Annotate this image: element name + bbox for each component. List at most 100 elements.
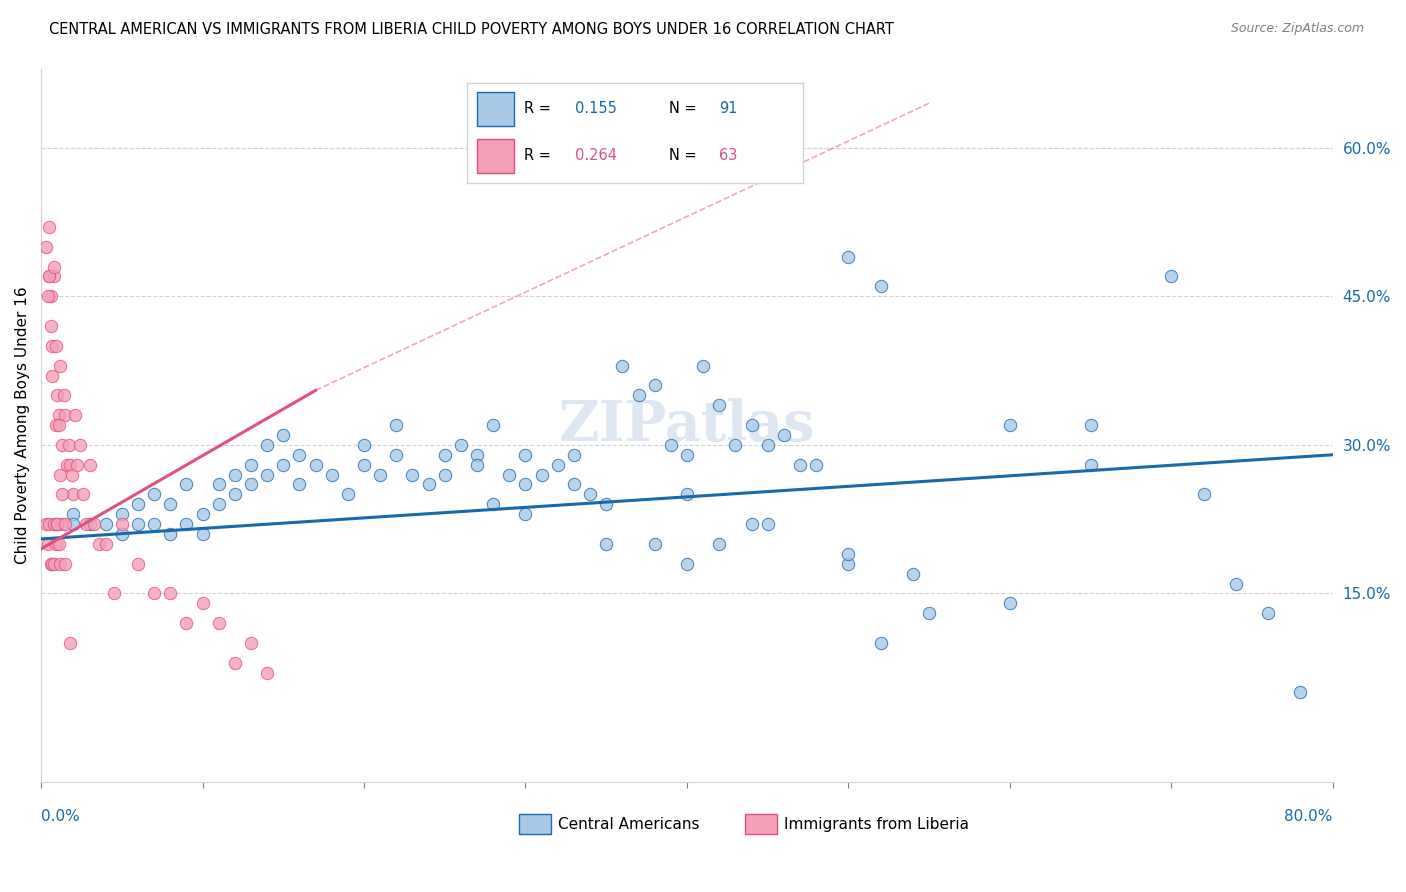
- Point: [288, 448, 311, 462]
- Point: [111, 527, 134, 541]
- Point: [336, 487, 359, 501]
- Point: [159, 586, 181, 600]
- Point: [644, 537, 666, 551]
- Point: [465, 448, 488, 462]
- Point: [38, 517, 60, 532]
- Point: [562, 477, 585, 491]
- Point: [418, 477, 440, 491]
- Point: [59, 458, 82, 472]
- Point: [676, 557, 699, 571]
- Point: [368, 467, 391, 482]
- Point: [837, 557, 859, 571]
- Point: [240, 477, 263, 491]
- Point: [69, 438, 91, 452]
- Text: 0.0%: 0.0%: [41, 809, 80, 824]
- Point: [644, 378, 666, 392]
- Point: [191, 596, 214, 610]
- Point: [224, 487, 246, 501]
- Point: [46, 388, 69, 402]
- Point: [385, 418, 408, 433]
- Point: [39, 318, 62, 333]
- Point: [433, 467, 456, 482]
- Point: [869, 279, 891, 293]
- Point: [465, 458, 488, 472]
- Point: [45, 339, 67, 353]
- Point: [94, 537, 117, 551]
- Point: [256, 467, 278, 482]
- Point: [918, 606, 941, 620]
- Point: [94, 517, 117, 532]
- Point: [482, 497, 505, 511]
- Point: [111, 507, 134, 521]
- Point: [103, 586, 125, 600]
- Point: [143, 517, 166, 532]
- Point: [48, 537, 70, 551]
- Point: [53, 517, 76, 532]
- Point: [51, 487, 73, 501]
- Point: [39, 289, 62, 303]
- Point: [56, 458, 79, 472]
- Point: [127, 517, 149, 532]
- Point: [1225, 576, 1247, 591]
- Text: ZIPatlas: ZIPatlas: [558, 398, 815, 452]
- Point: [256, 665, 278, 680]
- Point: [433, 448, 456, 462]
- Point: [143, 586, 166, 600]
- Point: [60, 467, 83, 482]
- Point: [42, 269, 65, 284]
- Point: [159, 497, 181, 511]
- Point: [741, 517, 763, 532]
- Point: [51, 517, 73, 532]
- Point: [127, 497, 149, 511]
- Point: [111, 517, 134, 532]
- Point: [756, 517, 779, 532]
- Point: [515, 448, 537, 462]
- Point: [53, 408, 76, 422]
- Point: [143, 487, 166, 501]
- Point: [191, 507, 214, 521]
- Point: [659, 438, 682, 452]
- Point: [176, 517, 198, 532]
- Point: [37, 537, 59, 551]
- Point: [42, 517, 65, 532]
- Point: [38, 219, 60, 234]
- Point: [46, 517, 69, 532]
- Point: [62, 517, 84, 532]
- Point: [562, 448, 585, 462]
- Point: [530, 467, 553, 482]
- Point: [579, 487, 602, 501]
- Point: [676, 448, 699, 462]
- Point: [35, 517, 58, 532]
- Point: [208, 497, 231, 511]
- Point: [901, 566, 924, 581]
- Point: [1192, 487, 1215, 501]
- Point: [271, 458, 294, 472]
- Point: [1160, 269, 1182, 284]
- Point: [627, 388, 650, 402]
- Point: [75, 517, 97, 532]
- Point: [224, 467, 246, 482]
- Point: [837, 547, 859, 561]
- Point: [1257, 606, 1279, 620]
- Point: [53, 557, 76, 571]
- Point: [66, 458, 89, 472]
- Point: [240, 636, 263, 650]
- Point: [612, 359, 634, 373]
- Point: [37, 289, 59, 303]
- Point: [42, 557, 65, 571]
- Point: [869, 636, 891, 650]
- Point: [450, 438, 472, 452]
- Point: [62, 507, 84, 521]
- Point: [271, 428, 294, 442]
- Point: [353, 438, 375, 452]
- Point: [83, 517, 105, 532]
- Point: [804, 458, 827, 472]
- Point: [240, 458, 263, 472]
- Point: [401, 467, 423, 482]
- Point: [385, 448, 408, 462]
- Point: [772, 428, 794, 442]
- Point: [89, 537, 111, 551]
- Point: [288, 477, 311, 491]
- Text: Source: ZipAtlas.com: Source: ZipAtlas.com: [1230, 22, 1364, 36]
- Point: [709, 398, 731, 412]
